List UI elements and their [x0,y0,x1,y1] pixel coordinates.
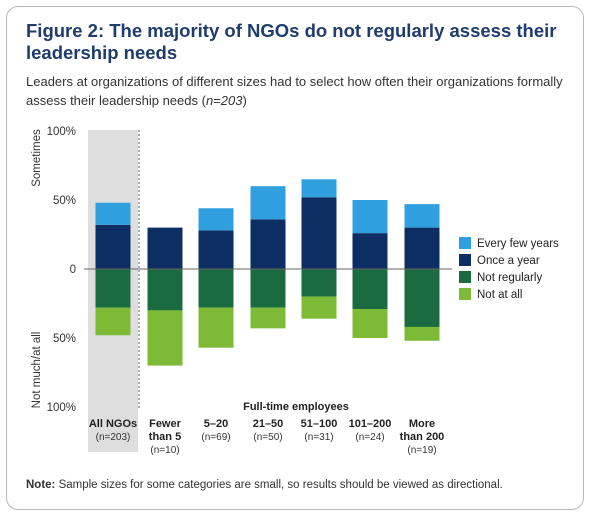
legend-label: Once a year [477,255,540,267]
figure-subtitle: Leaders at organizations of different si… [26,72,576,110]
category-sample-size: (n=10) [150,445,179,456]
bar-once-a-year [198,230,234,269]
subtitle-main: Leaders at organizations of different si… [26,74,563,108]
category-label: 5–20 [204,418,228,430]
y-tick-label: 100% [47,126,76,138]
bar-once-a-year [95,224,131,269]
y-tick-label: 0 [70,264,76,276]
bar-every-few-years [301,179,337,198]
subtitle-end: ) [242,93,247,108]
bar-once-a-year [147,227,183,269]
category-sample-size: (n=31) [304,432,333,443]
category-label: than 200 [400,431,445,443]
y-axis-label-bottom: Not much/at all [31,332,43,409]
category-label: 51–100 [301,418,338,430]
bar-once-a-year [352,233,388,269]
y-tick-label: 100% [47,402,76,414]
category-label: 101–200 [349,418,392,430]
category-sample-size: (n=19) [407,445,436,456]
bar-not-regularly [198,269,234,308]
category-sample-size: (n=203) [96,432,131,443]
y-axis-label-top: Sometimes [31,129,43,187]
x-axis-label: Full-time employees [243,401,349,413]
legend-label: Not regularly [477,272,542,284]
bar-every-few-years [198,208,234,231]
note-text: Sample sizes for some categories are sma… [55,479,503,491]
category-sample-size: (n=50) [253,432,282,443]
bar-not-regularly [95,269,131,308]
bar-not-at-all [250,307,286,329]
category-sample-size: (n=69) [201,432,230,443]
legend-label: Not at all [477,289,522,301]
bar-every-few-years [404,204,440,228]
bar-not-at-all [95,307,131,336]
y-tick-label: 50% [53,333,76,345]
bar-every-few-years [95,202,131,225]
bar-once-a-year [301,197,337,269]
note-label: Note: [26,479,56,491]
legend-swatch [459,288,471,300]
footnote: Note: Sample sizes for some categories a… [26,479,576,491]
category-label: 21–50 [253,418,284,430]
bar-once-a-year [404,227,440,269]
y-tick-label: 50% [53,195,76,207]
category-label: All NGOs [89,418,137,430]
category-label: More [409,418,435,430]
category-label: Fewer [149,418,182,430]
bar-every-few-years [352,200,388,234]
legend-swatch [459,271,471,283]
bar-not-at-all [301,296,337,319]
bar-once-a-year [250,219,286,269]
bar-not-at-all [147,310,183,366]
category-sample-size: (n=24) [355,432,384,443]
bar-not-regularly [250,269,286,308]
legend-swatch [459,237,471,249]
bar-not-at-all [352,309,388,338]
bar-not-regularly [404,269,440,327]
legend-swatch [459,254,471,266]
figure-title: Figure 2: The majority of NGOs do not re… [26,20,557,63]
bar-not-at-all [198,307,234,348]
bar-not-regularly [352,269,388,310]
bar-not-at-all [404,326,440,341]
subtitle-sample-size: n=203 [205,93,243,108]
bar-not-regularly [147,269,183,311]
bar-every-few-years [250,186,286,220]
category-label: than 5 [149,431,181,443]
bar-not-regularly [301,269,337,297]
legend-label: Every few years [477,238,559,250]
